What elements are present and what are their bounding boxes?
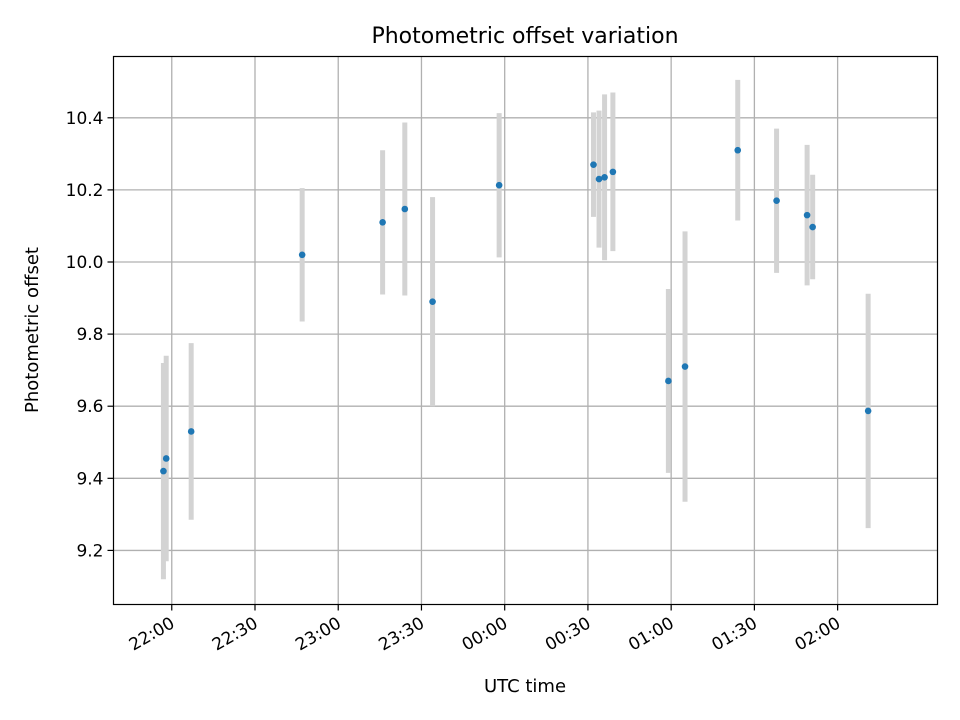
data-point: [595, 175, 603, 183]
data-point: [379, 219, 386, 226]
y-tick-label: 10.4: [66, 109, 104, 129]
y-tick-label: 9.6: [76, 397, 103, 417]
data-point: [187, 428, 195, 435]
y-tick-label: 9.2: [76, 541, 103, 561]
y-axis: 9.2 9.4 9.6 9.8 10.0 10.2 10.4: [66, 109, 114, 561]
data-point: [298, 251, 306, 259]
data-point: [809, 223, 816, 231]
data-point: [401, 205, 409, 213]
data-point: [734, 146, 742, 154]
chart-title: Photometric offset variation: [371, 24, 678, 49]
data-point: [773, 197, 780, 205]
data-point: [665, 377, 672, 385]
data-point: [609, 168, 617, 176]
y-axis-label: Photometric offset: [22, 247, 43, 413]
data-point: [681, 363, 689, 370]
plot-frame: [112, 55, 939, 606]
data-point: [803, 211, 811, 219]
x-axis-label: UTC time: [484, 676, 566, 697]
y-tick-label: 10.2: [66, 181, 104, 201]
data-point: [495, 181, 503, 189]
data-point: [429, 298, 436, 305]
data-point: [160, 467, 167, 475]
y-tick-label: 9.8: [76, 325, 103, 345]
y-tick-label: 9.4: [76, 469, 103, 489]
data-point: [590, 161, 597, 168]
data-point: [162, 455, 170, 462]
point-layer: [160, 146, 872, 475]
grid-layer: [113, 56, 938, 605]
y-tick-label: 10.0: [66, 253, 104, 273]
data-point: [601, 173, 608, 181]
data-point: [864, 407, 872, 415]
